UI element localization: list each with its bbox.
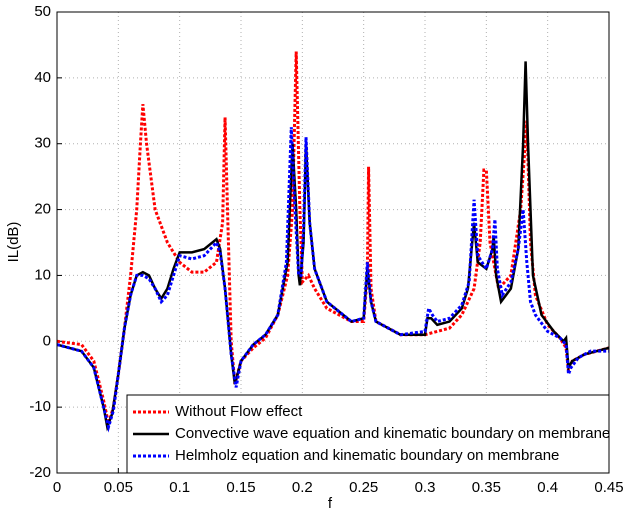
y-tick-label: 30 — [34, 135, 51, 152]
x-tick-label: 0 — [53, 479, 61, 496]
data-line — [57, 51, 609, 425]
x-tick-label: 0.25 — [349, 479, 378, 496]
y-tick-label: -10 — [29, 398, 51, 415]
data-line — [57, 127, 609, 433]
x-tick-label: 0.15 — [226, 479, 255, 496]
legend-label: Convective wave equation and kinematic b… — [175, 425, 610, 442]
y-tick-label: 40 — [34, 69, 51, 86]
legend-box — [126, 394, 610, 474]
x-tick-label: 0.05 — [104, 479, 133, 496]
y-tick-label: 10 — [34, 266, 51, 283]
y-tick-label: 50 — [34, 3, 51, 20]
legend-label: Without Flow effect — [175, 403, 303, 420]
y-tick-label: 0 — [43, 332, 51, 349]
y-tick-label: 20 — [34, 201, 51, 218]
x-tick-label: 0.35 — [472, 479, 501, 496]
legend-label: Helmholz equation and kinematic boundary… — [175, 447, 559, 464]
x-tick-label: 0.3 — [415, 479, 436, 496]
y-tick-label: -20 — [29, 464, 51, 481]
x-tick-label: 0.1 — [169, 479, 190, 496]
x-tick-label: 0.2 — [292, 479, 313, 496]
y-axis-label: IL(dB) — [5, 222, 22, 263]
x-tick-label: 0.45 — [594, 479, 623, 496]
x-axis-label: f — [328, 495, 333, 512]
x-tick-label: 0.4 — [537, 479, 558, 496]
